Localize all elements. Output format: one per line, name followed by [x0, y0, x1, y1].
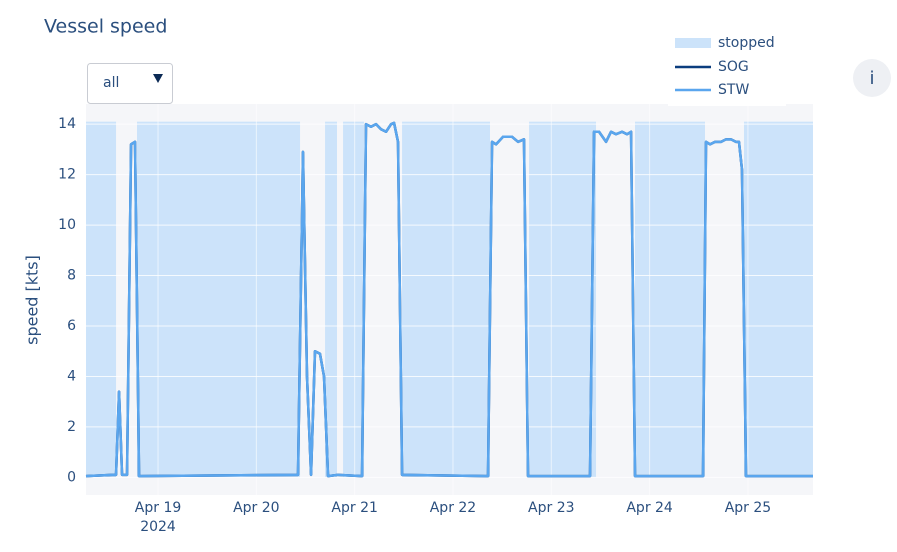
- legend-label: stopped: [718, 35, 775, 51]
- legend-label: STW: [718, 82, 749, 98]
- y-tick-label: 8: [67, 268, 76, 284]
- stopped-region: [743, 121, 813, 478]
- y-tick-label: 4: [67, 368, 76, 384]
- dropdown-arrow[interactable]: [153, 74, 163, 83]
- dropdown-box[interactable]: [87, 63, 173, 104]
- stopped-region: [137, 121, 301, 478]
- x-tick-label: Apr 21: [331, 500, 377, 516]
- x-tick-label: Apr 22: [430, 500, 476, 516]
- y-tick-label: 2: [67, 419, 76, 435]
- y-tick-label: 6: [67, 318, 76, 334]
- stopped-region: [325, 121, 337, 478]
- x-tick-label: Apr 23: [528, 500, 574, 516]
- y-tick-label: 14: [58, 116, 76, 132]
- legend: stopped SOG STW: [668, 32, 786, 106]
- x-tick-label: Apr 19: [135, 500, 181, 516]
- plot-area: [85, 104, 813, 495]
- dropdown[interactable]: all: [87, 63, 173, 104]
- x-tick-label: Apr 20: [233, 500, 279, 516]
- stopped-region: [86, 121, 117, 478]
- y-tick-label: 10: [58, 217, 76, 233]
- legend-label: SOG: [718, 59, 749, 75]
- stopped-region: [343, 121, 365, 478]
- y-tick-label: 0: [67, 469, 76, 485]
- y-axis-label: speed [kts]: [23, 255, 42, 345]
- stopped-region: [529, 121, 597, 478]
- info-button[interactable]: [853, 59, 891, 97]
- x-tick-year: 2024: [140, 519, 176, 535]
- chart-title: Vessel speed: [44, 16, 167, 38]
- x-tick-label: Apr 24: [626, 500, 673, 516]
- speed-line: [85, 121, 813, 478]
- stopped-region: [635, 121, 705, 478]
- dropdown-value[interactable]: all: [103, 75, 119, 91]
- x-tick-label: Apr 25: [725, 500, 771, 516]
- info-button-label[interactable]: i: [869, 68, 874, 89]
- stopped-region: [402, 121, 490, 478]
- y-tick-label: 12: [58, 167, 76, 183]
- legend-swatch: [675, 38, 711, 48]
